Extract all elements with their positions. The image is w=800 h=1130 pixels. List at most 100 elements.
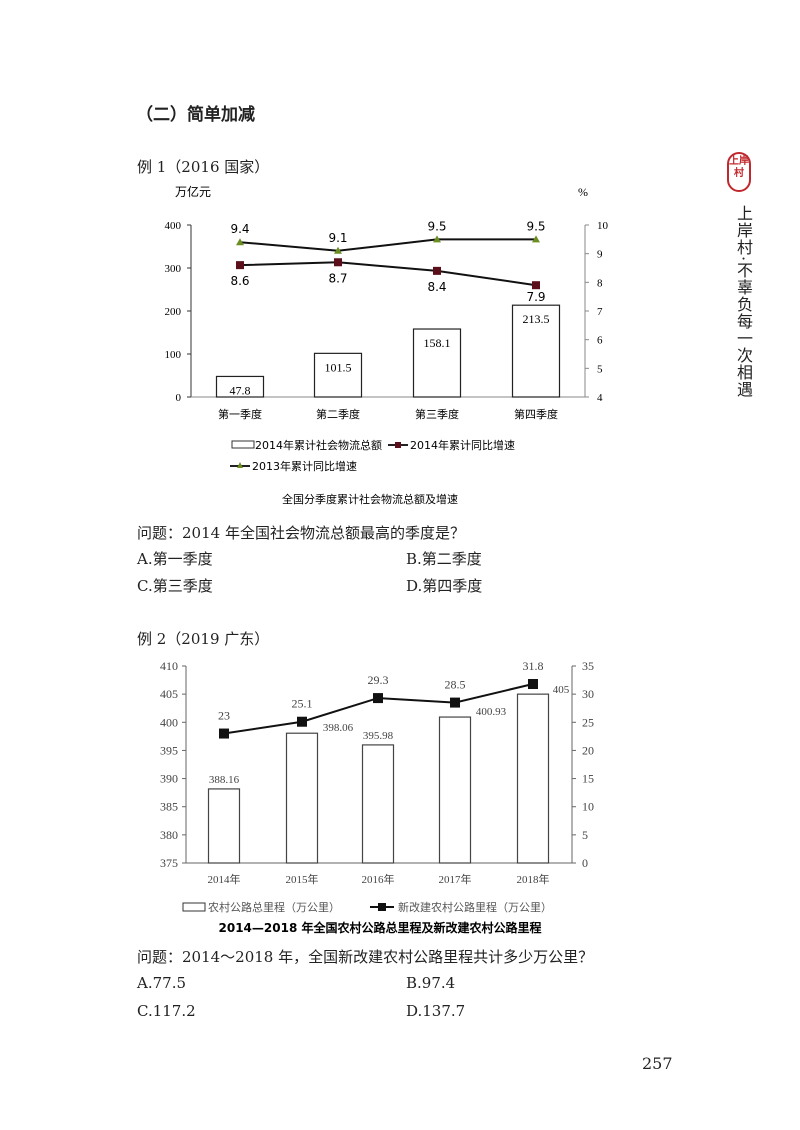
option-text: 137.7: [422, 1002, 466, 1020]
bar-label: 400.93: [476, 706, 507, 718]
section-heading: （二）简单加减: [136, 105, 255, 125]
y-tick-label: 405: [160, 687, 178, 701]
y-right-tick-label: 5: [597, 363, 603, 375]
y-right-tick-label: 35: [582, 659, 594, 673]
line-marker: [528, 679, 538, 690]
line-marker: [219, 728, 229, 739]
point-label: 25.1: [292, 697, 313, 711]
y-tick-label: 410: [160, 659, 178, 673]
bar: [412, 328, 462, 398]
bar: [361, 744, 395, 864]
bar-label: 388.16: [209, 774, 240, 786]
x-category-label: 2017年: [439, 872, 472, 886]
x-category-label: 第一季度: [218, 407, 262, 421]
point-label: 23: [218, 709, 230, 723]
option-a[interactable]: A.77.5: [137, 974, 186, 992]
legend-item-2013-rate: 2013年累计同比增速: [252, 459, 357, 473]
point-label: 8.7: [328, 271, 347, 285]
point-label: 7.9: [526, 290, 545, 304]
point-label: 9.5: [526, 219, 545, 233]
line-marker: [236, 261, 244, 270]
option-b[interactable]: B.97.4: [406, 974, 455, 992]
bar: [438, 716, 472, 864]
y-right-tick-label: 7: [597, 306, 603, 318]
example-1-question: 问题：2014 年全国社会物流总额最高的季度是？: [137, 524, 465, 542]
example-2-question: 问题：2014～2018 年，全国新改建农村公路里程共计多少万公里？: [137, 948, 594, 966]
point-label: 9.1: [328, 231, 347, 245]
y-tick-label: 200: [165, 306, 182, 318]
point-label: 9.4: [230, 222, 249, 236]
option-d[interactable]: D.第四季度: [406, 575, 482, 596]
option-key: D.: [406, 577, 423, 595]
y-right-tick-label: 8: [597, 277, 603, 289]
option-key: C.: [137, 577, 153, 595]
option-key: D.: [406, 1002, 423, 1020]
line-marker: [433, 266, 441, 275]
option-key: A.: [137, 550, 153, 568]
option-b[interactable]: B.第二季度: [406, 548, 482, 569]
x-category-label: 第二季度: [316, 407, 360, 421]
y-right-tick-label: 20: [582, 743, 594, 757]
y-tick-label: 395: [160, 743, 178, 757]
line-marker: [373, 693, 383, 704]
bar: [207, 788, 241, 864]
option-a[interactable]: A.第一季度: [137, 548, 213, 569]
y-right-tick-label: 9: [597, 249, 603, 261]
y-right-tick-label: 25: [582, 715, 594, 729]
option-c[interactable]: C.117.2: [137, 1002, 196, 1020]
line-marker: [532, 281, 540, 290]
y-right-tick-label: 0: [582, 856, 588, 870]
point-label: 31.8: [523, 659, 544, 673]
option-text: 第二季度: [421, 550, 482, 568]
line-marker: [236, 238, 244, 246]
point-label: 9.5: [427, 219, 446, 233]
y-tick-label: 380: [160, 828, 178, 842]
legend-item-bar: 2014年累计社会物流总额: [255, 438, 382, 452]
bar-label: 101.5: [325, 360, 352, 374]
option-text: 第四季度: [422, 577, 483, 595]
point-label: 8.4: [427, 280, 446, 294]
y-tick-label: 390: [160, 772, 178, 786]
option-text: 第一季度: [152, 550, 213, 568]
option-key: B.: [406, 974, 422, 992]
bar-label: 398.06: [323, 722, 354, 734]
bar: [511, 304, 561, 398]
option-key: C.: [137, 1002, 153, 1020]
legend-item-new: 新改建农村公路里程（万公里）: [398, 900, 552, 914]
chart-1: 万亿元 % 0 100 200 300 400 4 5 6 7 8 9 10 47.8 101.5 15…: [165, 184, 609, 506]
y-tick-label: 400: [160, 715, 178, 729]
line-marker: [450, 697, 460, 708]
chart-1-right-unit: %: [578, 185, 588, 199]
option-d[interactable]: D.137.7: [406, 1002, 465, 1020]
example-1-label: 例 1（2016 国家）: [137, 158, 270, 176]
y-right-tick-label: 15: [582, 772, 594, 786]
y-right-tick-label: 10: [582, 800, 594, 814]
line-marker: [334, 246, 342, 254]
y-right-tick-label: 6: [597, 335, 603, 347]
bar-label: 213.5: [523, 312, 550, 326]
line-marker: [532, 235, 540, 243]
y-right-tick-label: 4: [597, 392, 603, 404]
x-category-label: 第三季度: [415, 407, 459, 421]
legend-item-2014-rate: 2014年累计同比增速: [410, 438, 515, 452]
y-right-tick-label: 10: [597, 220, 609, 232]
option-text: 77.5: [152, 974, 187, 992]
y-tick-label: 385: [160, 800, 178, 814]
bar: [516, 693, 550, 864]
x-category-label: 2018年: [517, 872, 550, 886]
option-c[interactable]: C.第三季度: [137, 575, 213, 596]
line-marker: [334, 258, 342, 267]
x-category-label: 第四季度: [514, 407, 558, 421]
bar: [215, 375, 265, 398]
x-category-label: 2015年: [286, 872, 319, 886]
chart-1-title: 全国分季度累计社会物流总额及增速: [282, 492, 458, 506]
y-tick-label: 400: [165, 220, 182, 232]
line-marker: [297, 716, 307, 727]
chart-1-left-unit: 万亿元: [175, 184, 211, 199]
option-text: 第三季度: [152, 577, 213, 595]
y-right-tick-label: 5: [582, 828, 588, 842]
brand-slogan: 上岸村·不辜负每一次相遇: [734, 205, 753, 399]
x-category-label: 2014年: [208, 872, 241, 886]
line-marker: [433, 235, 441, 243]
